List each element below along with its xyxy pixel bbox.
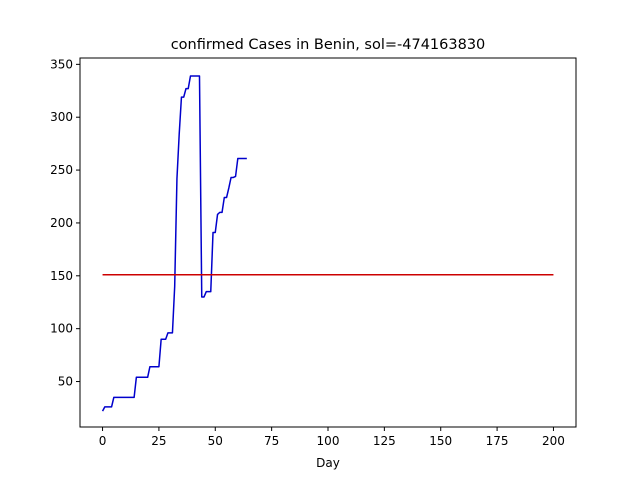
- x-tick-label: 100: [317, 434, 340, 448]
- x-tick-label: 175: [486, 434, 509, 448]
- x-tick-label: 75: [264, 434, 279, 448]
- y-tick-label: 150: [50, 269, 73, 283]
- x-tick-label: 200: [542, 434, 565, 448]
- x-tick-label: 25: [151, 434, 166, 448]
- x-tick-label: 125: [373, 434, 396, 448]
- x-tick-label: 50: [208, 434, 223, 448]
- x-axis-ticks: 0 25 50 75 100 125 150 175 200: [99, 427, 565, 448]
- x-tick-label: 0: [99, 434, 107, 448]
- plot-lines: [101, 75, 554, 412]
- y-tick-label: 250: [50, 163, 73, 177]
- series-line-0: [101, 75, 247, 412]
- y-tick-label: 300: [50, 110, 73, 124]
- y-tick-label: 100: [50, 322, 73, 336]
- plot-frame: [79, 57, 577, 428]
- x-axis-label: Day: [316, 456, 340, 470]
- y-tick-label: 200: [50, 216, 73, 230]
- y-tick-label: 350: [50, 57, 73, 71]
- y-axis-ticks: 50 100 150 200 250 300 350: [50, 57, 80, 389]
- y-tick-label: 50: [58, 375, 73, 389]
- chart-title: confirmed Cases in Benin, sol=-474163830: [171, 37, 486, 53]
- x-tick-label: 150: [429, 434, 452, 448]
